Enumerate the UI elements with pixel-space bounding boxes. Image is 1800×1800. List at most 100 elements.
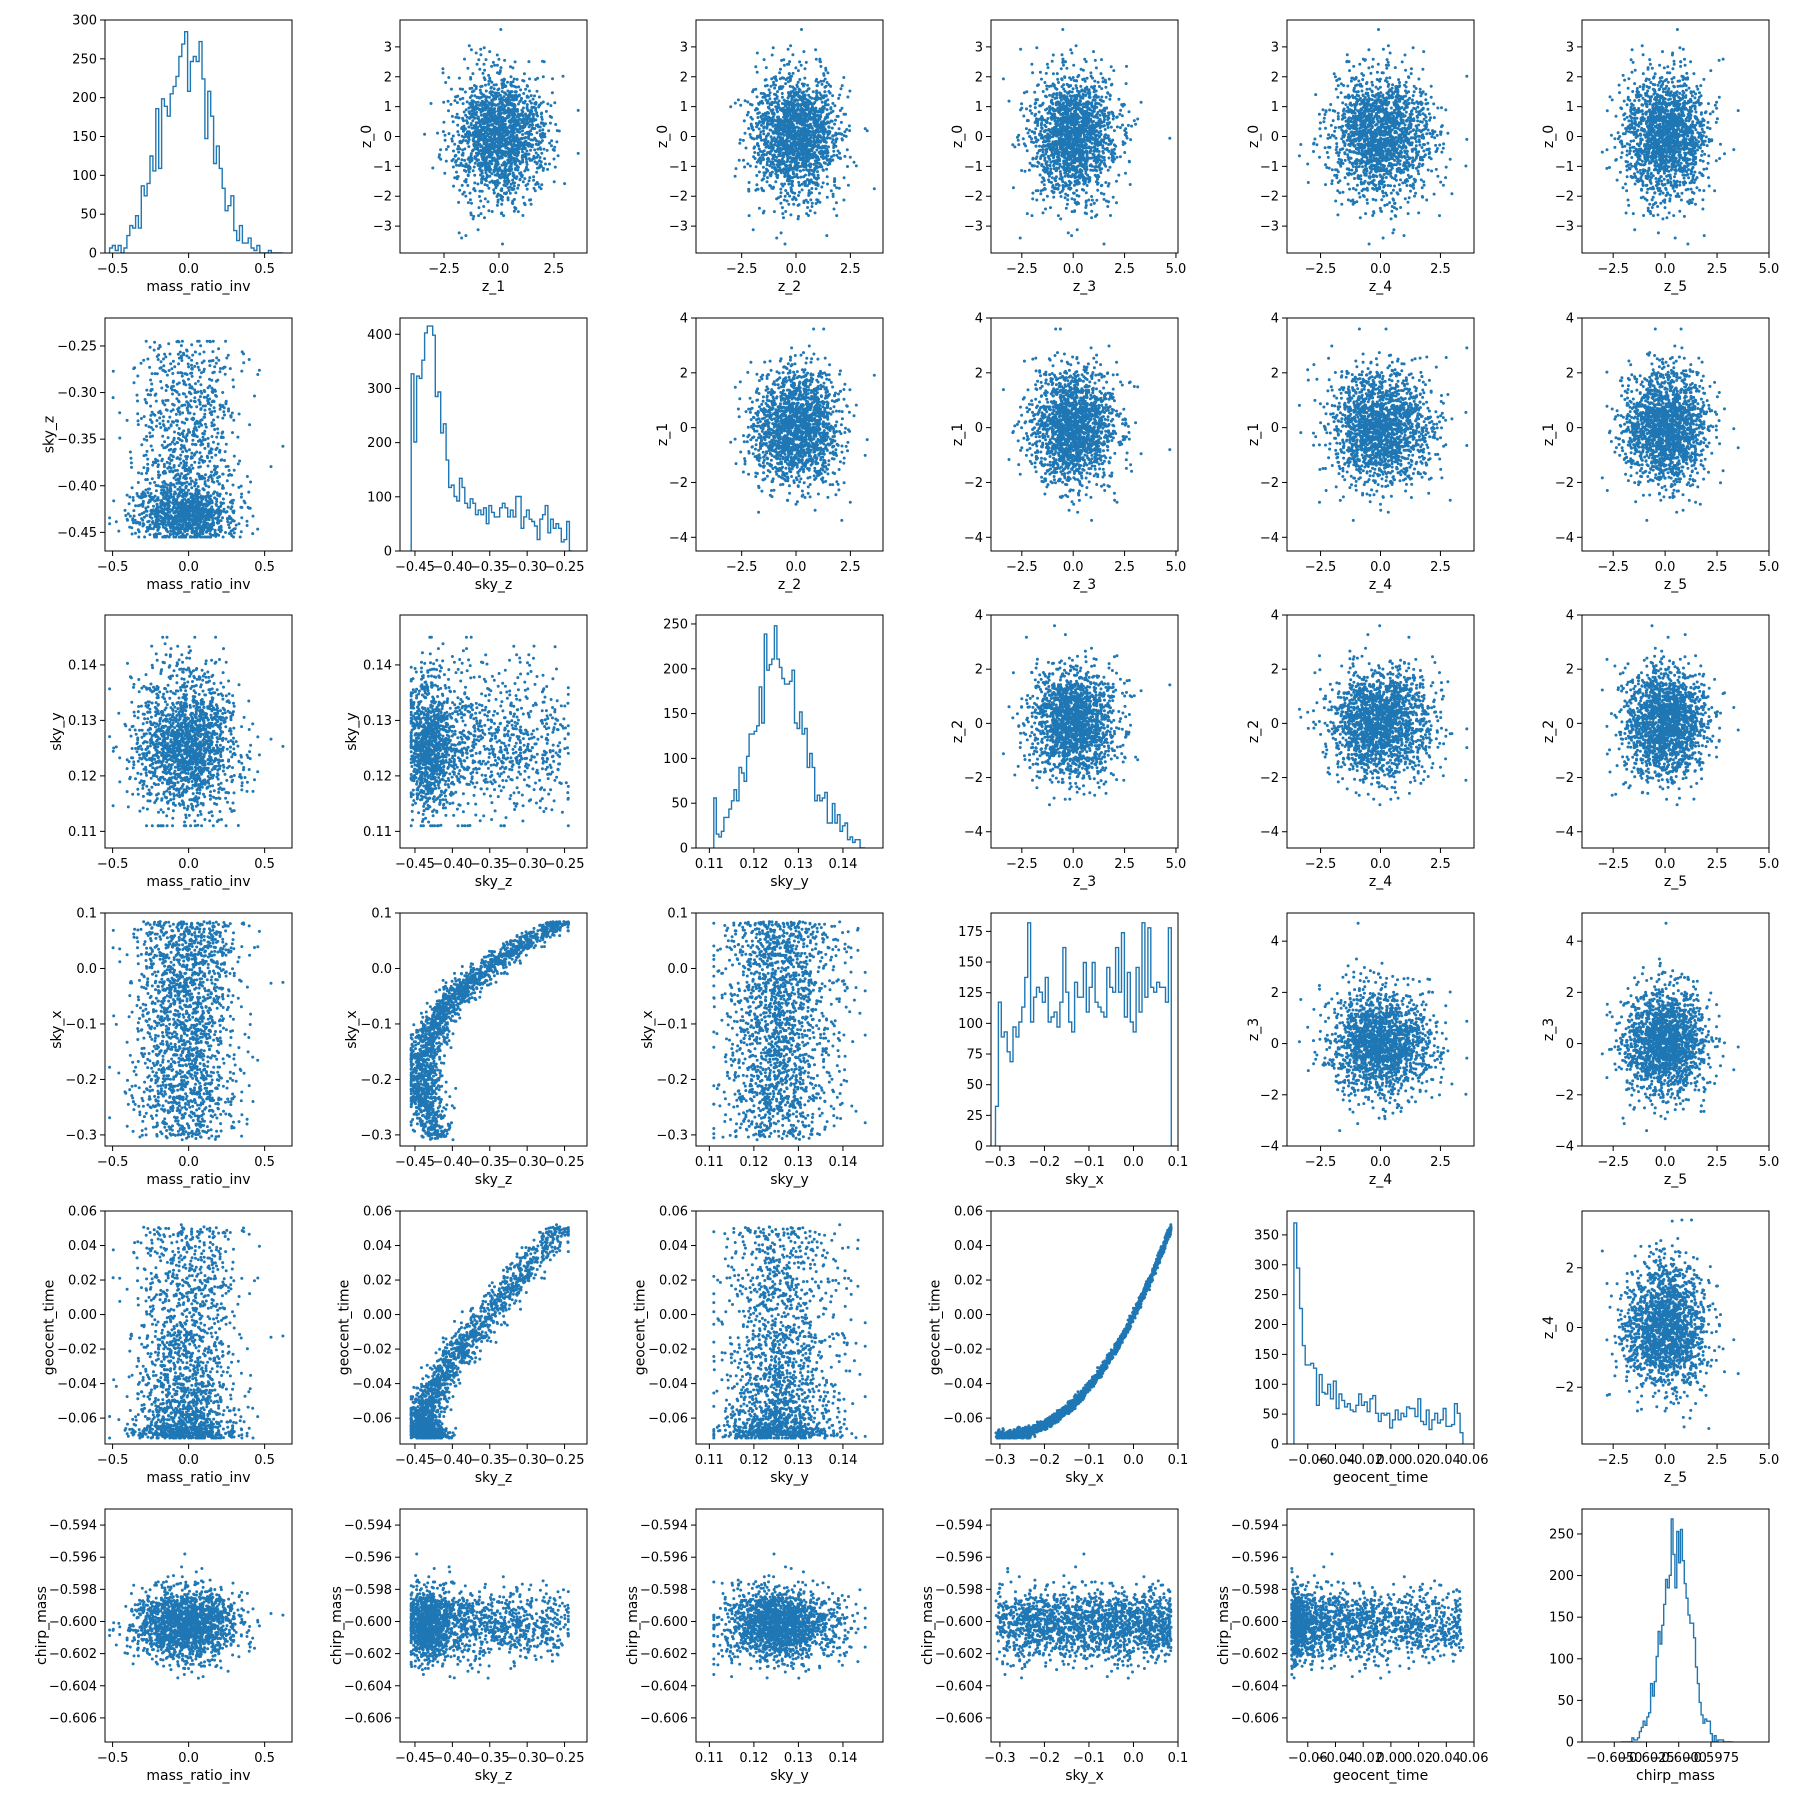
scatter-point	[803, 156, 807, 160]
scatter-point	[1095, 115, 1099, 119]
scatter-point	[1038, 173, 1042, 177]
scatter-point	[1031, 71, 1035, 75]
scatter-point	[825, 175, 829, 179]
scatter-point	[762, 132, 766, 136]
scatter-point	[800, 106, 804, 110]
scatter-point	[489, 119, 493, 123]
scatter-point	[798, 60, 802, 64]
scatter-point	[515, 164, 519, 168]
scatter-point	[837, 186, 841, 190]
scatter-point	[1044, 161, 1048, 165]
scatter-point	[497, 72, 501, 76]
scatter-point	[442, 100, 446, 104]
scatter-point	[764, 66, 768, 70]
scatter-point	[496, 94, 500, 98]
scatter-point	[1062, 83, 1066, 87]
scatter-point	[473, 173, 477, 177]
scatter-point	[772, 136, 776, 140]
scatter-point	[1109, 214, 1112, 217]
scatter-point	[1030, 137, 1034, 141]
scatter-point	[830, 140, 834, 144]
scatter-point	[825, 167, 829, 171]
scatter-point	[1028, 128, 1031, 132]
scatter-point	[1036, 124, 1040, 127]
scatter-point	[1106, 126, 1110, 129]
scatter-point	[531, 97, 535, 101]
scatter-point	[789, 213, 793, 217]
scatter-point	[464, 178, 468, 181]
scatter-point	[528, 77, 531, 81]
y-tick-label: −3	[373, 220, 392, 235]
scatter-point	[521, 214, 525, 217]
scatter-point	[1088, 151, 1092, 155]
scatter-point	[779, 191, 783, 195]
scatter-point	[765, 142, 768, 146]
scatter-point	[1087, 121, 1091, 125]
scatter-point	[770, 110, 774, 114]
scatter-point	[464, 162, 468, 166]
scatter-point	[475, 95, 479, 99]
scatter-point	[1099, 155, 1103, 159]
scatter-point	[493, 115, 497, 119]
scatter-point	[519, 137, 523, 141]
scatter-point	[817, 161, 820, 165]
scatter-point	[461, 96, 465, 100]
scatter-point	[470, 126, 474, 130]
scatter-point	[787, 202, 791, 206]
scatter-point	[835, 137, 839, 141]
scatter-point	[521, 195, 525, 199]
scatter-point	[524, 143, 528, 147]
scatter-point	[1074, 84, 1078, 88]
scatter-point	[762, 142, 766, 146]
scatter-point	[479, 95, 483, 99]
scatter-point	[515, 154, 519, 158]
scatter-point	[796, 98, 800, 102]
scatter-point	[1024, 127, 1028, 131]
scatter-point	[542, 60, 546, 64]
scatter-point	[1134, 122, 1138, 126]
scatter-point	[538, 125, 542, 129]
scatter-point	[792, 140, 796, 144]
scatter-point	[453, 142, 457, 146]
scatter-point	[463, 90, 467, 94]
scatter-point	[1073, 168, 1077, 172]
scatter-point	[535, 181, 539, 184]
scatter-point	[514, 143, 518, 147]
scatter-point	[815, 89, 819, 93]
scatter-point	[511, 96, 515, 100]
scatter-point	[539, 163, 542, 167]
scatter-point	[471, 132, 475, 136]
scatter-point	[521, 180, 525, 184]
scatter-point	[458, 87, 462, 91]
scatter-point	[795, 173, 799, 176]
scatter-point	[756, 151, 760, 155]
scatter-point	[1111, 111, 1115, 115]
scatter-point	[474, 113, 478, 117]
scatter-point	[487, 132, 491, 136]
x-tick-label: 0.0	[786, 262, 807, 277]
scatter-point	[531, 138, 535, 142]
scatter-point	[500, 105, 503, 109]
scatter-point	[444, 81, 448, 84]
scatter-point	[513, 60, 517, 64]
scatter-point	[530, 127, 534, 130]
scatter-point	[1065, 97, 1069, 101]
scatter-point	[801, 133, 805, 137]
scatter-point	[576, 108, 580, 112]
scatter-point	[499, 156, 503, 160]
scatter-point	[776, 176, 779, 180]
scatter-point	[817, 114, 821, 118]
y-tick-label: 2	[384, 70, 392, 85]
scatter-point	[1039, 132, 1042, 136]
scatter-point	[804, 148, 808, 152]
scatter-point	[801, 148, 805, 151]
scatter-point	[821, 168, 825, 172]
scatter-point	[467, 110, 471, 114]
scatter-point	[1030, 62, 1034, 66]
scatter-point	[493, 182, 497, 186]
scatter-point	[1061, 111, 1065, 115]
scatter-point	[507, 155, 511, 159]
scatter-point	[552, 157, 556, 161]
scatter-point	[796, 176, 800, 180]
scatter-point	[822, 125, 826, 129]
